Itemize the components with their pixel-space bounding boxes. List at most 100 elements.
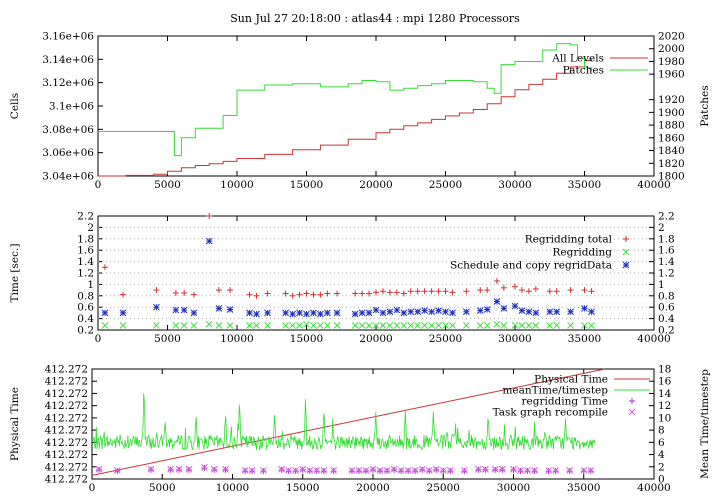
data-point <box>264 322 271 329</box>
x-tick-label: 30000 <box>498 333 531 345</box>
data-point <box>296 309 303 317</box>
data-point <box>439 467 447 474</box>
figure-title: Sun Jul 27 20:18:00 : atlas44 : mpi 1280… <box>230 12 520 25</box>
marker-stroke <box>567 308 574 316</box>
marker-stroke <box>333 322 341 329</box>
data-point <box>310 291 317 298</box>
marker-stroke <box>365 322 373 329</box>
y2-tick-label: 2 <box>658 222 665 234</box>
data-point <box>449 309 456 317</box>
marker-stroke <box>306 467 314 474</box>
data-point <box>432 465 440 473</box>
y-tick-label: 3.14e+06 <box>42 54 94 66</box>
data-point <box>153 287 160 294</box>
data-point <box>365 309 373 317</box>
marker-stroke <box>260 467 267 474</box>
y2-tick-label: 2.2 <box>658 211 675 223</box>
data-point <box>260 467 267 474</box>
data-point <box>282 290 289 297</box>
data-point <box>400 322 408 329</box>
data-point <box>414 322 422 329</box>
data-point <box>580 467 588 474</box>
series-line-all-levels <box>98 59 592 177</box>
marker-stroke <box>414 308 422 316</box>
marker-stroke <box>588 308 595 316</box>
y-tick-label: 0.4 <box>77 313 94 325</box>
y-tick-label: 412.272 <box>45 376 88 388</box>
y-tick-label: 1.8 <box>77 233 94 245</box>
data-point <box>442 308 449 316</box>
marker-stroke <box>414 322 422 329</box>
y2-tick-label: 1 <box>658 279 665 291</box>
data-point <box>210 465 218 473</box>
marker-stroke <box>172 306 180 314</box>
data-point <box>476 307 484 314</box>
marker-stroke <box>442 322 449 329</box>
x-tick-label: 15000 <box>290 333 323 345</box>
marker-stroke <box>253 310 260 318</box>
x-tick-label: 5000 <box>154 333 181 345</box>
data-point <box>323 322 331 329</box>
data-point <box>442 322 449 329</box>
legend-label-patches: Patches <box>563 65 604 77</box>
data-point <box>167 465 175 473</box>
data-point <box>397 467 405 474</box>
data-point <box>153 303 160 311</box>
y2-tick-label: 4 <box>658 449 665 461</box>
data-point <box>553 288 560 295</box>
marker-stroke <box>493 298 501 305</box>
data-point <box>428 322 435 329</box>
marker-stroke <box>449 322 456 329</box>
marker-stroke <box>323 309 331 317</box>
marker-stroke <box>476 307 484 314</box>
marker-stroke <box>525 308 533 316</box>
marker-stroke <box>532 322 540 329</box>
x-tick-label: 40000 <box>637 482 670 494</box>
marker-stroke <box>351 322 359 329</box>
marker-stroke <box>425 467 433 474</box>
marker-stroke <box>510 465 517 473</box>
marker-stroke <box>376 467 384 474</box>
data-point <box>355 467 363 474</box>
data-point <box>407 322 415 329</box>
data-point <box>226 322 234 329</box>
data-point <box>317 322 324 329</box>
x-tick-label: 0 <box>95 333 102 345</box>
data-point <box>201 464 208 471</box>
marker-stroke <box>215 322 223 329</box>
marker-stroke <box>246 322 253 329</box>
y-tick-label: 3.16e+06 <box>42 31 94 43</box>
data-point <box>552 467 560 474</box>
x-tick-label: 5000 <box>149 482 176 494</box>
marker-stroke <box>358 322 366 329</box>
y2-tick-label: 2020 <box>658 31 685 43</box>
data-point <box>390 465 398 473</box>
x-tick-label: 35000 <box>568 333 601 345</box>
data-point <box>310 322 317 329</box>
data-point <box>303 320 310 328</box>
marker-stroke <box>119 309 127 317</box>
marker-stroke <box>553 308 561 316</box>
marker-stroke <box>351 310 359 318</box>
data-point <box>476 322 484 329</box>
data-point <box>181 289 188 296</box>
data-point <box>147 465 155 473</box>
data-point <box>282 309 290 317</box>
marker-stroke <box>491 465 499 473</box>
data-point <box>205 237 213 245</box>
data-point <box>190 309 198 317</box>
data-point <box>190 291 197 298</box>
data-point <box>587 467 595 474</box>
marker-stroke <box>518 307 526 314</box>
marker-stroke <box>313 467 321 474</box>
data-point <box>334 290 341 297</box>
data-point <box>393 306 401 314</box>
marker-stroke <box>428 322 435 329</box>
legend-label-regridding-total: Regridding total <box>525 234 613 246</box>
marker-stroke <box>390 465 398 473</box>
data-point <box>532 285 539 292</box>
data-point <box>545 467 552 474</box>
data-point <box>400 309 408 317</box>
data-point <box>588 308 595 316</box>
data-point <box>330 467 338 474</box>
